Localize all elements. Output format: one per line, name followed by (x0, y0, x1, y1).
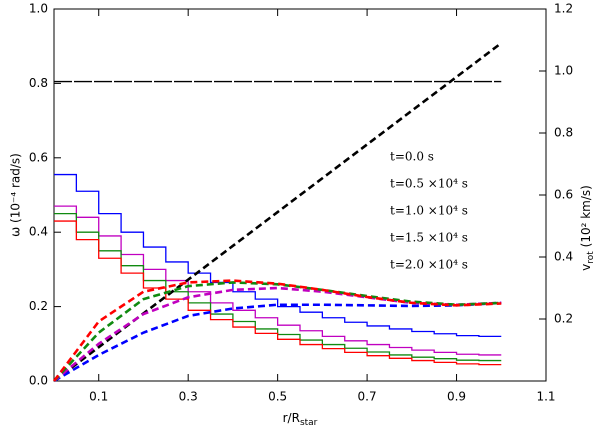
x-axis-label-main: r/R (283, 411, 300, 425)
legend-entry: t=0.5 ×10⁴ s (390, 177, 468, 191)
y2-tick-label: 0.8 (554, 126, 573, 140)
legend-entry: t=2.0 ×10⁴ s (390, 258, 468, 272)
x-axis-label: r/Rstar (283, 411, 318, 428)
y2-tick-label: 0.4 (554, 250, 573, 264)
y-tick-label: 1.0 (29, 2, 48, 16)
y-tick-label: 0.8 (29, 76, 48, 90)
y2-axis-label: vrot (10² km/s) (579, 185, 596, 271)
x-tick-label: 0.9 (447, 390, 466, 404)
y2-tick-label: 1.0 (554, 64, 573, 78)
y-tick-label: 0.6 (29, 150, 48, 164)
y-tick-label: 0.2 (29, 299, 48, 313)
y-axis-label: ω (10⁻⁴ rad/s) (9, 153, 23, 237)
vrot-line (53, 301, 502, 383)
y2-tick-label: 0.2 (554, 312, 573, 326)
y2-axis-label-main: v (579, 264, 593, 271)
step-outline (54, 212, 502, 362)
legend-entry: t=1.5 ×10⁴ s (390, 231, 468, 245)
vrot-line (52, 279, 502, 382)
x-tick-label: 0.3 (179, 390, 198, 404)
y2-axis-label-rest: (10² km/s) (579, 185, 593, 251)
step-outline (54, 205, 502, 356)
x-tick-label: 0.7 (358, 390, 377, 404)
x-tick-label: 0.5 (268, 390, 287, 404)
y-tick-label: 0.4 (29, 225, 48, 239)
x-tick-label: 1.1 (536, 390, 555, 404)
x-tick-label: 0.1 (89, 390, 108, 404)
step-outline (54, 173, 502, 338)
y2-tick-label: 0.6 (554, 188, 573, 202)
x-axis-label-sub: star (300, 418, 318, 428)
step-outline (54, 220, 502, 366)
legend-entry: t=1.0 ×10⁴ s (390, 204, 468, 218)
y2-axis-label-sub: rot (586, 251, 596, 264)
y2-tick-label: 1.2 (554, 2, 573, 16)
y-tick-label: 0.0 (29, 374, 48, 388)
legend-entry: t=0.0 s (390, 150, 434, 164)
